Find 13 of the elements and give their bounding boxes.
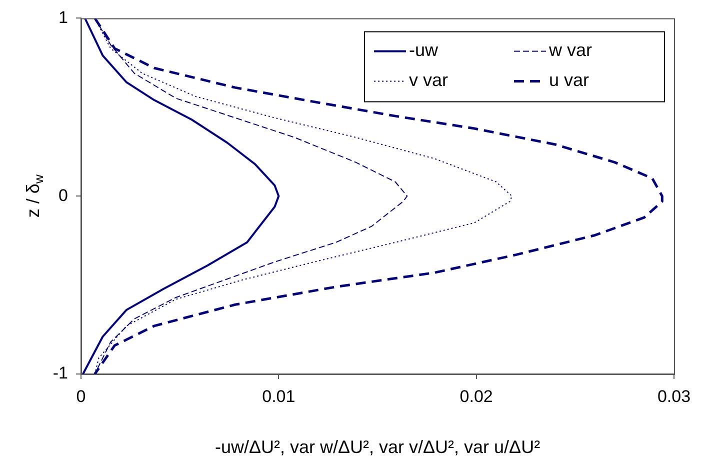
legend-label: -uw xyxy=(409,40,440,60)
x-tick-label: 0.02 xyxy=(460,386,493,406)
x-tick-label: 0.01 xyxy=(262,386,296,406)
legend-label: w var xyxy=(548,40,592,60)
y-tick-label: 0 xyxy=(58,186,68,205)
legend-label: v var xyxy=(409,70,448,90)
y-tick-label: -1 xyxy=(52,364,68,383)
y-tick-label: 1 xyxy=(58,8,68,27)
legend-label: u var xyxy=(549,70,590,90)
y-axis-title: z / δw xyxy=(22,174,46,218)
x-tick-label: 0 xyxy=(76,386,86,406)
x-axis-title: -uw/ΔU², var w/ΔU², var v/ΔU², var u/ΔU² xyxy=(214,437,540,458)
x-tick-label: 0.03 xyxy=(657,386,691,406)
